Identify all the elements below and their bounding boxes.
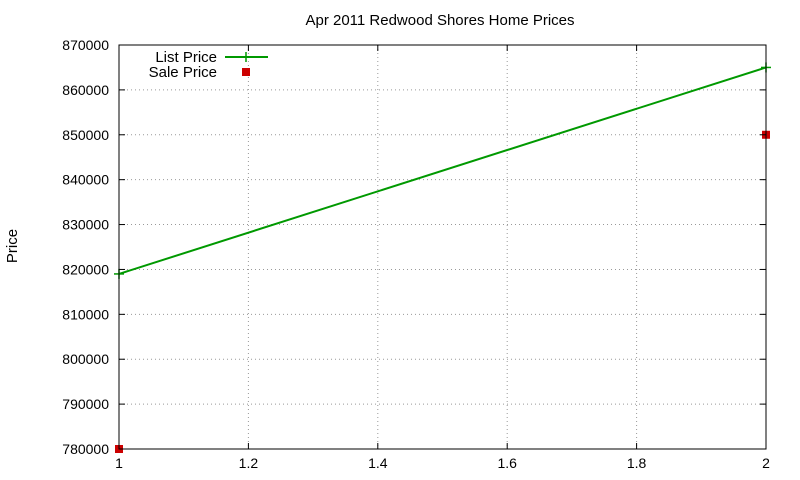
legend-marker-list-price (241, 52, 251, 62)
x-tick-label: 1.4 (368, 455, 388, 471)
grid (119, 45, 766, 449)
x-tick-label: 1.2 (239, 455, 259, 471)
chart-title: Apr 2011 Redwood Shores Home Prices (305, 12, 574, 29)
y-tick-label: 840000 (62, 172, 109, 188)
y-tick-label: 850000 (62, 127, 109, 143)
y-tick-label: 870000 (62, 37, 109, 53)
x-tick-label: 1.6 (497, 455, 517, 471)
list-price-line (118, 66, 767, 275)
legend-marker-sale-price (242, 68, 250, 76)
y-tick-label: 860000 (62, 82, 109, 98)
y-tick-label: 810000 (62, 306, 109, 322)
legend-label-list-price: List Price (155, 49, 217, 66)
plot-frame (118, 44, 767, 450)
y-tick-label: 780000 (62, 441, 109, 457)
x-tick-label: 1.8 (627, 455, 647, 471)
x-tick-label: 1 (115, 455, 123, 471)
x-tick-label: 2 (762, 455, 770, 471)
y-axis-label: Price (4, 229, 21, 263)
y-tick-label: 820000 (62, 261, 109, 277)
plot-series (114, 62, 771, 453)
y-tick-label: 790000 (62, 396, 109, 412)
legend-label-sale-price: Sale Price (149, 64, 217, 81)
y-tick-label: 830000 (62, 217, 109, 233)
y-tick-label: 800000 (62, 351, 109, 367)
axis-ticks: 1 1.2 1.4 1.6 1.8 2 780000 790000 800000 810000 82… (62, 37, 770, 471)
